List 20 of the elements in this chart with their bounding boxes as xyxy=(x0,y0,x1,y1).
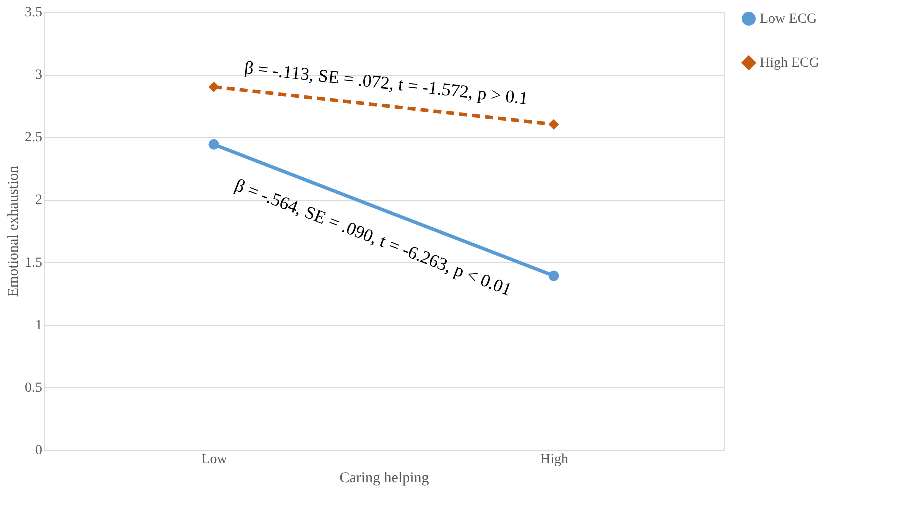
y-tick-label: 1 xyxy=(36,318,42,334)
y-tick-label: 2 xyxy=(36,193,42,208)
x-tick-label: Low xyxy=(202,452,228,468)
y-tick-label: 0 xyxy=(36,444,42,458)
y-tick-label: 2.5 xyxy=(25,130,42,146)
y-tick-label: 1.5 xyxy=(25,256,42,271)
y-tick-label: 0.5 xyxy=(25,380,42,396)
annotation: β = -.113, SE = .072, t = -1.572, p > 0.1 xyxy=(244,57,530,109)
y-tick-label: 3 xyxy=(36,68,42,84)
y-tick-label: 3.5 xyxy=(25,6,42,20)
point xyxy=(208,82,220,92)
x-axis-title: Caring helping xyxy=(340,470,430,486)
x-tick-label: High xyxy=(540,452,568,468)
y-axis-title: Emotional exhaustion xyxy=(6,165,22,298)
legend-label: Low ECG xyxy=(760,12,818,27)
point xyxy=(208,139,220,150)
annotation: β = -.564, SE = .090, t = -6.263, p < 0.01 xyxy=(232,174,515,300)
point xyxy=(548,270,560,282)
point xyxy=(548,119,560,130)
legend-label: High ECG xyxy=(760,56,820,71)
